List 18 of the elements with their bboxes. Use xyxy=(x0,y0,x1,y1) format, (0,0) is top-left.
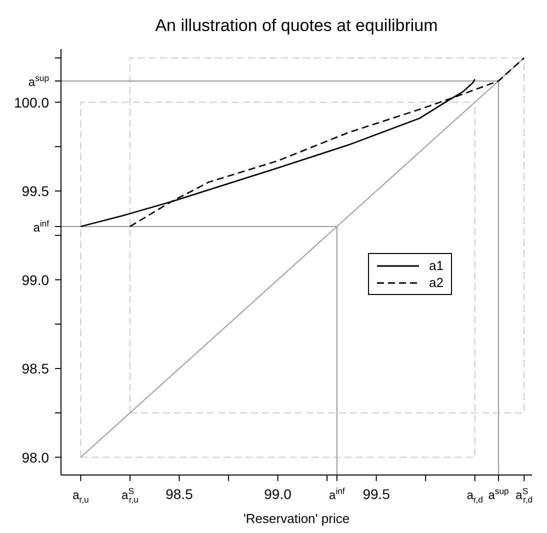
legend-label: a2 xyxy=(429,274,444,291)
x-tick-label: 99.5 xyxy=(362,486,390,502)
y-tick-label: 100.0 xyxy=(14,94,50,110)
legend-label: a1 xyxy=(429,257,444,274)
y-tick-label: a$^{inf}$ xyxy=(33,218,50,234)
x-tick-label: 98.5 xyxy=(166,486,194,502)
y-tick-label: 99.0 xyxy=(22,272,50,288)
y-tick-label: 98.0 xyxy=(22,449,50,466)
x-tick-label: a$_{r,d}$ xyxy=(466,488,484,505)
chart-title: An illustration of quotes at equilibrium xyxy=(154,16,439,36)
y-tick-label: a$^{sup}$ xyxy=(28,73,50,89)
x-tick-label: a$^{inf}$ xyxy=(329,486,346,502)
x-tick-label: 99.0 xyxy=(264,486,292,502)
y-tick-label: 99.5 xyxy=(22,183,50,199)
x-tick-label: a$^{sup}$ xyxy=(488,486,509,502)
y-tick-label: 98.5 xyxy=(22,360,50,376)
x-tick-label: a$_{r,u}$ xyxy=(72,488,90,505)
x-axis-title: 'Reservation' price xyxy=(243,511,350,526)
